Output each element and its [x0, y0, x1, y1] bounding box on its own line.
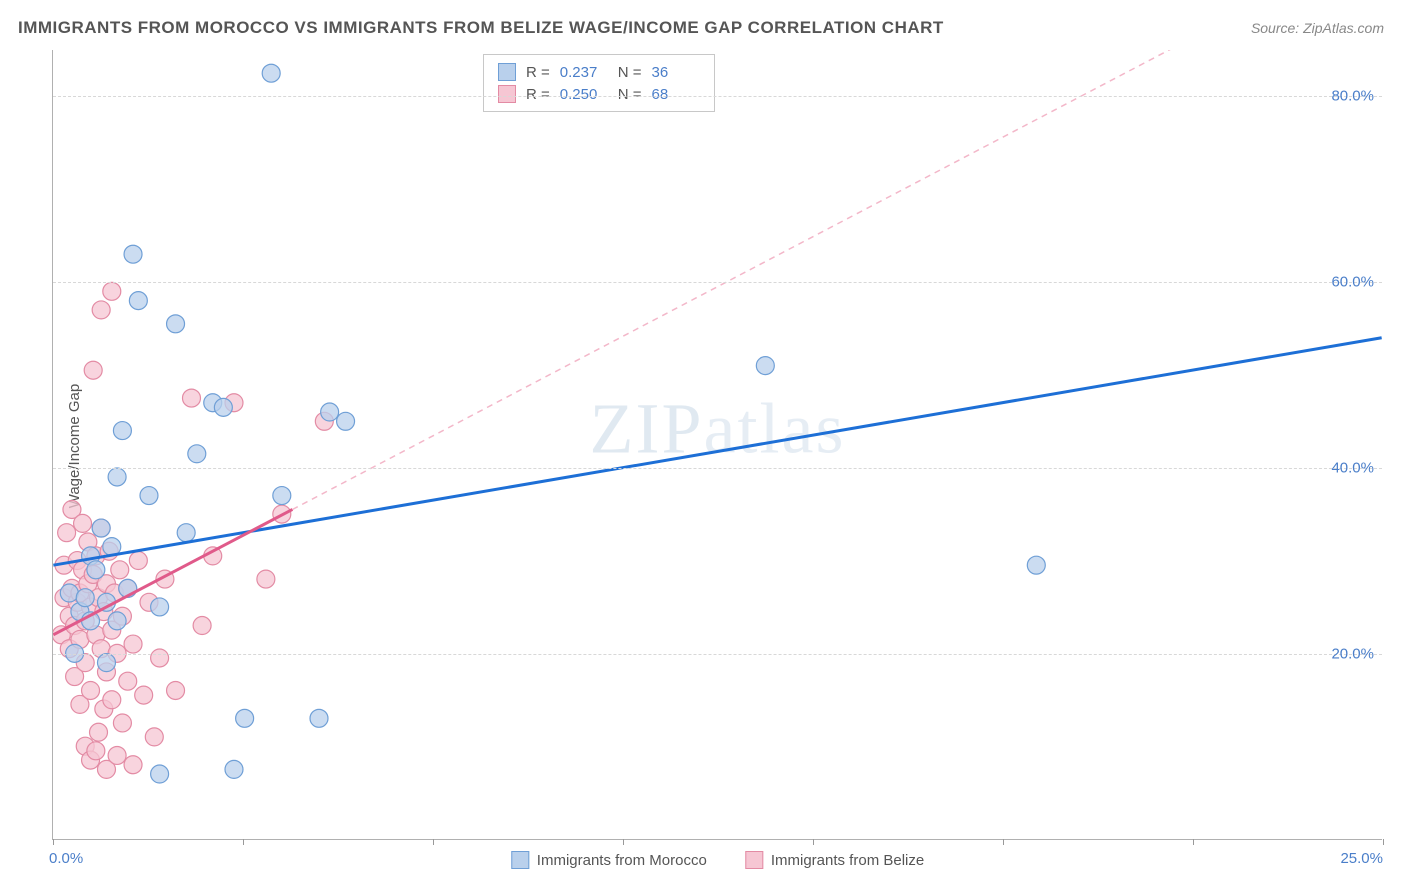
- n-label: N =: [618, 64, 642, 81]
- trend-line-ext-belize: [292, 50, 1222, 509]
- scatter-point-belize: [74, 514, 92, 532]
- scatter-point-morocco: [273, 487, 291, 505]
- scatter-point-morocco: [337, 412, 355, 430]
- legend-label-morocco: Immigrants from Morocco: [537, 852, 707, 869]
- swatch-belize: [498, 85, 516, 103]
- scatter-point-morocco: [262, 64, 280, 82]
- xtick: [1383, 839, 1384, 845]
- scatter-point-belize: [58, 524, 76, 542]
- scatter-point-morocco: [140, 487, 158, 505]
- r-value-morocco: 0.237: [560, 64, 608, 81]
- gridline-h: [53, 282, 1382, 283]
- scatter-point-morocco: [108, 468, 126, 486]
- scatter-point-belize: [193, 617, 211, 635]
- xtick: [243, 839, 244, 845]
- scatter-point-morocco: [151, 598, 169, 616]
- scatter-point-morocco: [151, 765, 169, 783]
- legend-label-belize: Immigrants from Belize: [771, 852, 924, 869]
- scatter-point-belize: [113, 714, 131, 732]
- scatter-point-belize: [111, 561, 129, 579]
- scatter-point-morocco: [129, 292, 147, 310]
- scatter-point-belize: [257, 570, 275, 588]
- scatter-point-morocco: [321, 403, 339, 421]
- bottom-legend: Immigrants from Morocco Immigrants from …: [511, 851, 924, 869]
- legend-item-morocco: Immigrants from Morocco: [511, 851, 707, 869]
- xtick: [813, 839, 814, 845]
- n-value-belize: 68: [652, 86, 700, 103]
- scatter-point-morocco: [225, 760, 243, 778]
- scatter-point-morocco: [167, 315, 185, 333]
- scatter-svg: [53, 50, 1382, 839]
- xtick-label: 25.0%: [1340, 850, 1383, 867]
- scatter-point-belize: [145, 728, 163, 746]
- scatter-point-belize: [124, 756, 142, 774]
- scatter-point-belize: [182, 389, 200, 407]
- scatter-point-belize: [103, 691, 121, 709]
- scatter-point-belize: [82, 681, 100, 699]
- xtick: [433, 839, 434, 845]
- scatter-point-morocco: [113, 422, 131, 440]
- chart-title: IMMIGRANTS FROM MOROCCO VS IMMIGRANTS FR…: [18, 18, 944, 38]
- scatter-point-belize: [108, 746, 126, 764]
- scatter-point-belize: [87, 742, 105, 760]
- xtick: [1193, 839, 1194, 845]
- scatter-point-belize: [84, 361, 102, 379]
- scatter-point-morocco: [177, 524, 195, 542]
- stats-row-belize: R = 0.250 N = 68: [498, 83, 700, 105]
- scatter-point-morocco: [76, 589, 94, 607]
- scatter-point-morocco: [60, 584, 78, 602]
- scatter-point-belize: [119, 672, 137, 690]
- swatch-morocco-icon: [511, 851, 529, 869]
- xtick: [1003, 839, 1004, 845]
- xtick-label: 0.0%: [49, 850, 83, 867]
- scatter-point-morocco: [97, 654, 115, 672]
- scatter-point-morocco: [236, 709, 254, 727]
- r-label: R =: [526, 64, 550, 81]
- swatch-belize-icon: [745, 851, 763, 869]
- gridline-h: [53, 96, 1382, 97]
- scatter-point-belize: [129, 552, 147, 570]
- ytick-label: 80.0%: [1331, 88, 1374, 105]
- n-label: N =: [618, 86, 642, 103]
- scatter-point-belize: [151, 649, 169, 667]
- ytick-label: 60.0%: [1331, 274, 1374, 291]
- scatter-point-morocco: [310, 709, 328, 727]
- scatter-point-morocco: [108, 612, 126, 630]
- swatch-morocco: [498, 63, 516, 81]
- scatter-point-morocco: [214, 398, 232, 416]
- ytick-label: 20.0%: [1331, 646, 1374, 663]
- xtick: [53, 839, 54, 845]
- gridline-h: [53, 468, 1382, 469]
- scatter-point-belize: [90, 723, 108, 741]
- ytick-label: 40.0%: [1331, 460, 1374, 477]
- r-label: R =: [526, 86, 550, 103]
- scatter-point-belize: [124, 635, 142, 653]
- scatter-point-morocco: [188, 445, 206, 463]
- gridline-h: [53, 654, 1382, 655]
- r-value-belize: 0.250: [560, 86, 608, 103]
- stats-legend-box: R = 0.237 N = 36 R = 0.250 N = 68: [483, 54, 715, 112]
- scatter-point-belize: [92, 301, 110, 319]
- scatter-point-morocco: [1027, 556, 1045, 574]
- xtick: [623, 839, 624, 845]
- chart-plot-area: ZIPatlas R = 0.237 N = 36 R = 0.250 N = …: [52, 50, 1382, 840]
- stats-row-morocco: R = 0.237 N = 36: [498, 61, 700, 83]
- n-value-morocco: 36: [652, 64, 700, 81]
- scatter-point-morocco: [87, 561, 105, 579]
- source-attribution: Source: ZipAtlas.com: [1251, 20, 1384, 36]
- scatter-point-belize: [135, 686, 153, 704]
- scatter-point-morocco: [92, 519, 110, 537]
- scatter-point-belize: [103, 282, 121, 300]
- scatter-point-morocco: [756, 357, 774, 375]
- legend-item-belize: Immigrants from Belize: [745, 851, 924, 869]
- scatter-point-morocco: [124, 245, 142, 263]
- scatter-point-belize: [167, 681, 185, 699]
